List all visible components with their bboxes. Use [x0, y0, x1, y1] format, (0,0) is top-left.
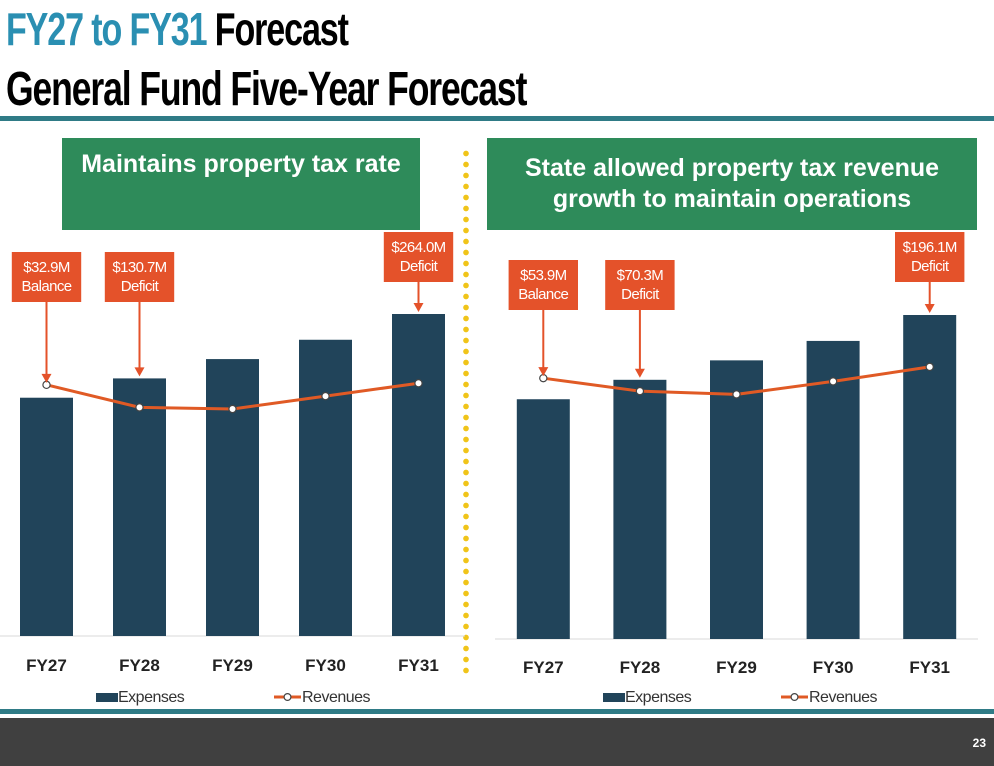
page-title-line1: FY27 to FY31 Forecast: [6, 2, 349, 56]
callout-label: Deficit: [400, 258, 439, 275]
x-tick-label: FY29: [716, 658, 757, 677]
revenue-point-fy29: [228, 404, 237, 414]
callout-box: [383, 232, 454, 282]
callout-amount: $264.0M: [391, 239, 445, 256]
expense-bar-fy30: [806, 340, 860, 639]
callout-amount: $70.3M: [617, 267, 664, 284]
revenue-point-fy30: [321, 391, 330, 401]
left-panel-heading: Maintains property tax rate: [62, 138, 420, 230]
legend-expenses-label: Expenses: [625, 689, 692, 706]
revenue-point-fy30: [828, 377, 838, 386]
title-accent-text: FY27 to FY31: [6, 3, 208, 55]
callout-label: Deficit: [911, 258, 950, 275]
x-tick-label: FY28: [620, 658, 661, 677]
expense-bar-fy27: [20, 397, 73, 636]
callout-arrow-head: [41, 373, 52, 383]
x-tick-label: FY29: [212, 656, 253, 675]
expense-bar-fy30: [299, 339, 352, 636]
callout-arrow-head: [413, 303, 424, 312]
x-tick-label: FY31: [398, 656, 439, 675]
legend-revenues-label: Revenues: [302, 689, 371, 706]
right-panel-heading: State allowed property tax revenue growt…: [487, 138, 977, 230]
revenue-point-fy31: [414, 379, 423, 388]
right-heading-text: State allowed property tax revenue growt…: [524, 154, 940, 213]
legend-expenses-swatch: [96, 693, 118, 702]
callout-label: Deficit: [621, 286, 660, 303]
page-number: 23: [972, 736, 986, 750]
callout-amount: $130.7M: [112, 259, 166, 276]
callout-label: Deficit: [121, 278, 160, 295]
revenue-point-fy28: [635, 386, 645, 396]
callout-box: [104, 252, 175, 302]
revenue-point-fy31: [925, 362, 934, 372]
revenue-point-fy29: [732, 390, 741, 399]
callout-box: [11, 252, 82, 302]
title-rest-text: Forecast: [214, 3, 349, 55]
page-subtitle: General Fund Five-Year Forecast: [6, 63, 527, 116]
callout-arrow-head: [538, 367, 549, 377]
revenue-point-fy28: [135, 403, 144, 412]
expense-bar-fy28: [113, 378, 166, 636]
top-rule: [0, 116, 994, 121]
legend-revenues-label: Revenues: [809, 689, 878, 706]
expense-bar-fy28: [613, 379, 667, 639]
callout-amount: $53.9M: [520, 267, 567, 284]
callout-amount: $32.9M: [23, 259, 70, 276]
legend-expenses-swatch: [603, 693, 625, 702]
callout-arrow-head: [924, 304, 935, 313]
expense-bar-fy27: [516, 399, 570, 639]
x-tick-label: FY31: [909, 658, 950, 677]
expense-bar-fy31: [392, 314, 445, 636]
x-tick-label: FY27: [523, 658, 564, 677]
callout-box: [895, 232, 965, 282]
callout-label: Balance: [21, 278, 71, 295]
callout-amount: $196.1M: [903, 239, 957, 256]
callout-label: Balance: [518, 286, 568, 303]
bottom-rule: [0, 709, 994, 714]
expense-bar-fy29: [710, 360, 763, 639]
callout-arrow-head: [134, 367, 145, 377]
legend-expenses-label: Expenses: [118, 689, 185, 706]
x-tick-label: FY27: [26, 656, 67, 675]
callout-box: [508, 260, 578, 310]
callout-arrow-head: [634, 368, 645, 378]
footer-bar: 23: [0, 718, 994, 766]
legend-revenues-marker: [790, 692, 799, 701]
callout-box: [605, 260, 675, 310]
legend-revenues-marker: [283, 692, 292, 701]
dotted-divider: [462, 148, 470, 678]
left-heading-text: Maintains property tax rate: [81, 149, 401, 178]
x-tick-label: FY30: [305, 656, 346, 675]
x-tick-label: FY30: [813, 658, 854, 677]
x-tick-label: FY28: [119, 656, 160, 675]
